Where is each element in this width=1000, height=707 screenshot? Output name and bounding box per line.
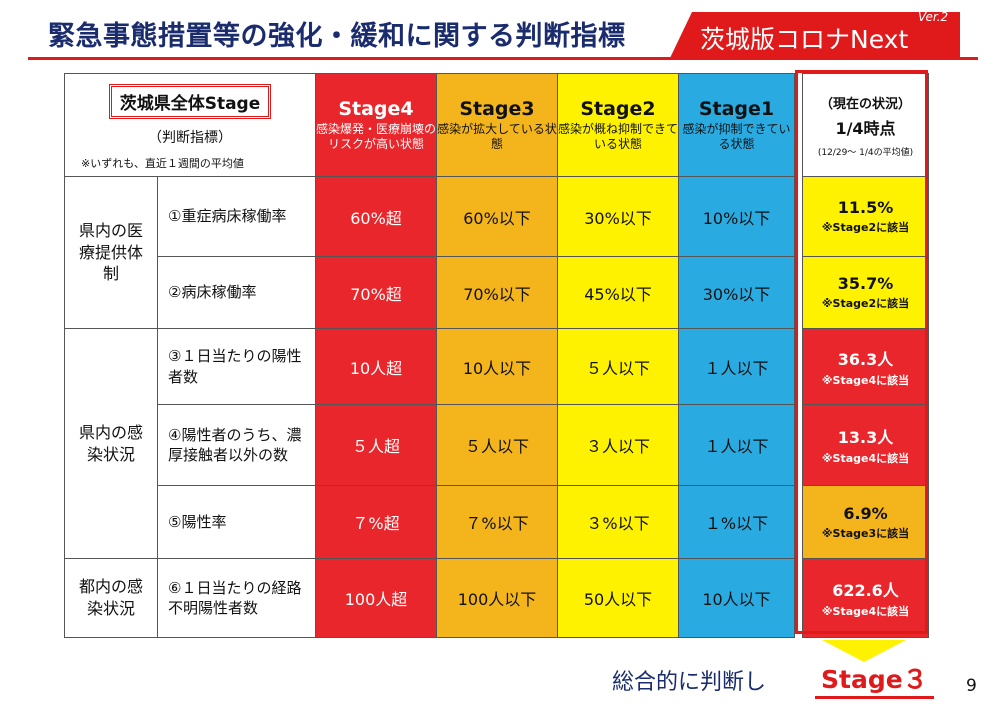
stage2-threshold: 45%以下 xyxy=(584,284,652,304)
indicator-label: ⑥１日当たりの経路不明陽性者数 xyxy=(157,558,316,638)
stage4-threshold: ７%超 xyxy=(352,514,400,533)
stage2-desc: 感染が概ね抑制できている状態 xyxy=(558,122,679,151)
stage1-threshold: １%以下 xyxy=(704,514,769,533)
current-stage-note: ※Stage4に該当 xyxy=(821,605,910,618)
stage2-threshold: ５人以下 xyxy=(585,358,650,378)
stage3-threshold: 60%以下 xyxy=(463,208,531,228)
current-stage-note: ※Stage2に該当 xyxy=(821,221,910,234)
stage3-name: Stage3 xyxy=(459,98,535,120)
stage3-threshold: 10人以下 xyxy=(462,358,532,378)
column-gap xyxy=(794,73,803,177)
indicator-label: ⑤陽性率 xyxy=(157,485,316,559)
stage1-threshold: 10人以下 xyxy=(702,590,771,609)
brand-version: Ver.2 xyxy=(918,10,949,24)
stage3-header: Stage3 感染が拡大している状態 xyxy=(436,73,558,177)
stage4-threshold: 10人超 xyxy=(349,358,403,378)
column-gap xyxy=(794,404,803,486)
current-value-cell: 13.3人 ※Stage4に該当 xyxy=(802,404,929,486)
stage4-header: Stage4 感染爆発・医療崩壊のリスクが高い状態 xyxy=(315,73,437,177)
current-value-cell: 11.5% ※Stage2に該当 xyxy=(802,176,929,257)
corner-title: 茨城県全体Stage xyxy=(108,83,272,119)
stage3-desc: 感染が拡大している状態 xyxy=(437,122,557,151)
stage2-name: Stage2 xyxy=(580,98,656,120)
stage4-threshold: 70%超 xyxy=(350,284,402,304)
current-value: 11.5% xyxy=(837,198,894,217)
page-title: 緊急事態措置等の強化・緩和に関する判断指標 xyxy=(48,21,626,52)
stage3-threshold: ７%以下 xyxy=(465,514,529,533)
indicator-label: ①重症病床稼働率 xyxy=(157,176,316,257)
current-value-cell: 35.7% ※Stage2に該当 xyxy=(802,256,929,329)
current-value: 622.6人 xyxy=(832,581,899,600)
current-stage-note: ※Stage4に該当 xyxy=(821,452,910,465)
column-gap xyxy=(794,256,803,329)
current-value-cell: 36.3人 ※Stage4に該当 xyxy=(802,328,929,405)
column-gap xyxy=(794,328,803,405)
stage4-threshold: ５人超 xyxy=(351,437,400,456)
column-gap xyxy=(794,176,803,257)
stage1-desc: 感染が抑制できている状態 xyxy=(682,122,791,151)
summary-stage: Stage３ xyxy=(815,660,934,699)
stage2-header: Stage2 感染が概ね抑制できている状態 xyxy=(557,73,679,177)
current-value: 35.7% xyxy=(837,274,894,293)
table-corner: 茨城県全体Stage （判断指標） ※いずれも、直近１週間の平均値 xyxy=(64,73,316,177)
stage3-threshold: ５人以下 xyxy=(464,437,529,456)
corner-subtitle: （判断指標） xyxy=(148,129,232,146)
stage3-threshold: 70%以下 xyxy=(463,284,531,304)
current-value: 6.9% xyxy=(843,503,888,523)
title-underline xyxy=(28,57,978,60)
stage2-threshold: 50人以下 xyxy=(583,590,653,609)
stage4-desc: 感染爆発・医療崩壊のリスクが高い状態 xyxy=(316,122,437,151)
indicator-label: ②病床稼働率 xyxy=(157,256,316,329)
summary-text: 総合的に判断し xyxy=(612,670,767,695)
current-value: 13.3人 xyxy=(837,428,894,447)
current-period: (12/29～ 1/4の平均値) xyxy=(817,147,914,158)
stage3-threshold: 100人以下 xyxy=(457,590,537,609)
stage1-header: Stage1 感染が抑制できている状態 xyxy=(678,73,795,177)
stage1-threshold: 10%以下 xyxy=(702,208,771,228)
indicator-label: ③１日当たりの陽性者数 xyxy=(157,328,316,405)
stage4-name: Stage4 xyxy=(338,98,414,120)
column-gap xyxy=(794,558,803,638)
current-label: （現在の状況） xyxy=(819,96,911,112)
stage1-threshold: １人以下 xyxy=(704,437,769,456)
down-arrow-icon xyxy=(822,640,906,662)
criteria-table: 茨城県全体Stage （判断指標） ※いずれも、直近１週間の平均値 Stage4… xyxy=(64,73,929,638)
current-stage-note: ※Stage4に該当 xyxy=(821,373,910,387)
brand-banner xyxy=(670,12,960,58)
indicator-label: ④陽性者のうち、濃厚接触者以外の数 xyxy=(157,404,316,486)
current-date: 1/4時点 xyxy=(835,118,896,138)
stage4-threshold: 100人超 xyxy=(344,590,408,609)
column-gap xyxy=(794,485,803,559)
stage2-threshold: ３人以下 xyxy=(585,437,650,456)
page-number: 9 xyxy=(966,676,977,696)
category-medical: 県内の医療提供体制 xyxy=(64,176,158,329)
category-tokyo: 都内の感染状況 xyxy=(64,558,158,638)
stage4-threshold: 60%超 xyxy=(350,208,402,228)
brand-name: 茨城版コロナNext xyxy=(700,25,909,54)
stage2-threshold: 30%以下 xyxy=(584,208,652,228)
current-value: 36.3人 xyxy=(837,349,894,369)
current-value-cell: 622.6人 ※Stage4に該当 xyxy=(802,558,929,638)
stage1-name: Stage1 xyxy=(698,98,775,120)
current-stage-note: ※Stage3に該当 xyxy=(821,526,910,540)
stage2-threshold: ３%以下 xyxy=(586,514,650,533)
category-infection: 県内の感染状況 xyxy=(64,328,158,559)
current-value-cell: 6.9% ※Stage3に該当 xyxy=(802,485,929,559)
stage1-threshold: 30%以下 xyxy=(702,284,771,304)
current-stage-note: ※Stage2に該当 xyxy=(821,297,910,310)
corner-note: ※いずれも、直近１週間の平均値 xyxy=(81,156,244,170)
stage1-threshold: １人以下 xyxy=(704,358,769,378)
current-status-header: （現在の状況） 1/4時点 (12/29～ 1/4の平均値) xyxy=(802,73,929,177)
